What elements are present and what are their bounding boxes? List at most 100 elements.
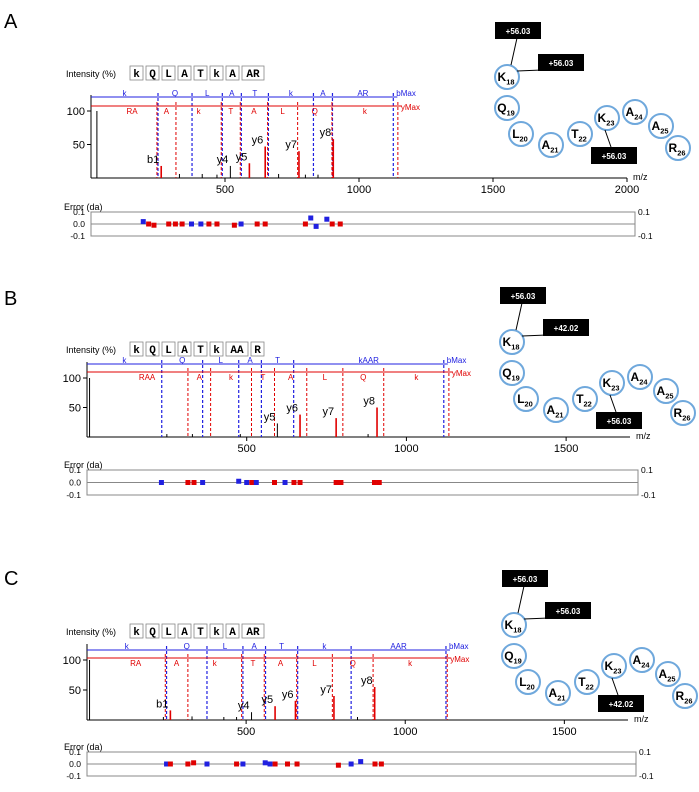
error-tick-label-left: 0.0 xyxy=(69,759,81,769)
y-axis-label: Intensity (%) xyxy=(66,345,116,355)
residue-label: R26 xyxy=(676,689,693,705)
modification-tag xyxy=(545,602,591,619)
error-point xyxy=(231,222,237,228)
error-point xyxy=(329,221,335,227)
residue-label: A25 xyxy=(659,667,676,683)
error-tick-label-left: 0.0 xyxy=(73,219,85,229)
residue-circle xyxy=(567,121,593,147)
b-ion-label: A xyxy=(247,356,253,365)
error-point xyxy=(294,761,300,767)
residue-circle xyxy=(501,643,527,669)
b-series-name: bMax xyxy=(449,642,469,651)
error-point xyxy=(172,221,178,227)
sequence-box xyxy=(129,341,144,357)
peak-label: y5 xyxy=(236,151,248,163)
error-point xyxy=(158,480,164,485)
y-tick-label: 100 xyxy=(67,106,85,118)
error-point xyxy=(358,759,364,765)
error-point xyxy=(249,480,255,485)
error-point xyxy=(337,221,343,227)
sequence-box xyxy=(225,341,249,357)
b-series-name: bMax xyxy=(447,356,467,365)
error-point xyxy=(302,221,308,227)
modification-tag-label: +42.02 xyxy=(554,324,579,333)
sequence-residue: A xyxy=(229,69,236,81)
residue-circle xyxy=(665,135,691,161)
error-point xyxy=(376,480,382,485)
peak-label: y6 xyxy=(282,689,294,701)
residue-circle xyxy=(594,105,620,131)
residue-circle xyxy=(501,612,527,638)
residue-label: R26 xyxy=(674,406,691,422)
y-ion-label: A xyxy=(251,107,257,116)
peak-label: y7 xyxy=(285,139,297,151)
y-ion-label: A xyxy=(197,373,203,382)
b-ion-label: L xyxy=(205,89,210,98)
error-point xyxy=(140,219,146,225)
error-tick-label-right: 0.1 xyxy=(641,465,653,475)
y-tick-label: 50 xyxy=(69,403,81,415)
b-ion-label: A xyxy=(252,642,258,651)
error-tick-label-right: 0.1 xyxy=(638,207,650,217)
y-ion-label: T xyxy=(228,107,233,116)
error-point xyxy=(348,761,354,767)
sequence-residue: AR xyxy=(246,627,260,639)
b-ion-label: k xyxy=(122,356,127,365)
residue-circle xyxy=(599,370,625,396)
y-ion-label: Q xyxy=(350,659,356,668)
residue-label: K23 xyxy=(598,111,615,127)
residue-label: A24 xyxy=(626,105,644,121)
sequence-box xyxy=(209,623,224,639)
sequence-box xyxy=(209,65,224,81)
sequence-box xyxy=(129,65,144,81)
residue-label: L20 xyxy=(519,675,535,691)
b-ion-label: kAAR xyxy=(358,356,379,365)
residue-label: L20 xyxy=(517,392,533,408)
sequence-residue: AR xyxy=(246,69,260,81)
y-ion-label: A xyxy=(278,659,284,668)
error-point xyxy=(238,221,244,227)
sequence-residue: T xyxy=(197,345,204,357)
y-ion-label: T xyxy=(261,373,266,382)
sequence-residue: k xyxy=(213,345,220,357)
sequence-residue: T xyxy=(197,69,204,81)
residue-label: A21 xyxy=(549,686,566,702)
residue-label: K18 xyxy=(503,335,520,351)
error-tick-label-left: 0.1 xyxy=(69,747,81,757)
error-point xyxy=(206,221,212,227)
residue-circle xyxy=(629,647,655,673)
sequence-residue: k xyxy=(213,69,220,81)
b-ion-label: T xyxy=(279,642,284,651)
peak-label: y7 xyxy=(323,406,335,418)
y-ion-label: k xyxy=(197,107,202,116)
panel-letter: A xyxy=(4,11,18,33)
sequence-box xyxy=(241,623,265,639)
error-point xyxy=(214,221,220,227)
residue-label: T22 xyxy=(571,127,587,143)
modification-tag-label: +56.03 xyxy=(602,152,627,161)
error-point xyxy=(291,480,297,485)
sequence-box xyxy=(241,65,265,81)
residue-label: A25 xyxy=(652,119,669,135)
error-tick-label-left: -0.1 xyxy=(70,231,85,241)
peak-label: y8 xyxy=(361,675,373,687)
y-ion-label: RA xyxy=(130,659,142,668)
modification-tag-label: +56.03 xyxy=(549,59,574,68)
b-ion-label: Q xyxy=(184,642,190,651)
error-plot: Error (da)0.10.0-0.10.1-0.1 xyxy=(64,742,654,781)
sequence-residue: A xyxy=(229,627,236,639)
error-tick-label-left: 0.0 xyxy=(69,478,81,488)
modification-tag xyxy=(502,570,548,587)
error-point xyxy=(244,480,250,485)
error-point xyxy=(371,480,377,485)
y-tick-label: 50 xyxy=(73,140,85,152)
modification-connector xyxy=(523,617,550,620)
error-point xyxy=(262,221,268,227)
error-point xyxy=(189,221,194,227)
y-ion-label: k xyxy=(414,373,419,382)
